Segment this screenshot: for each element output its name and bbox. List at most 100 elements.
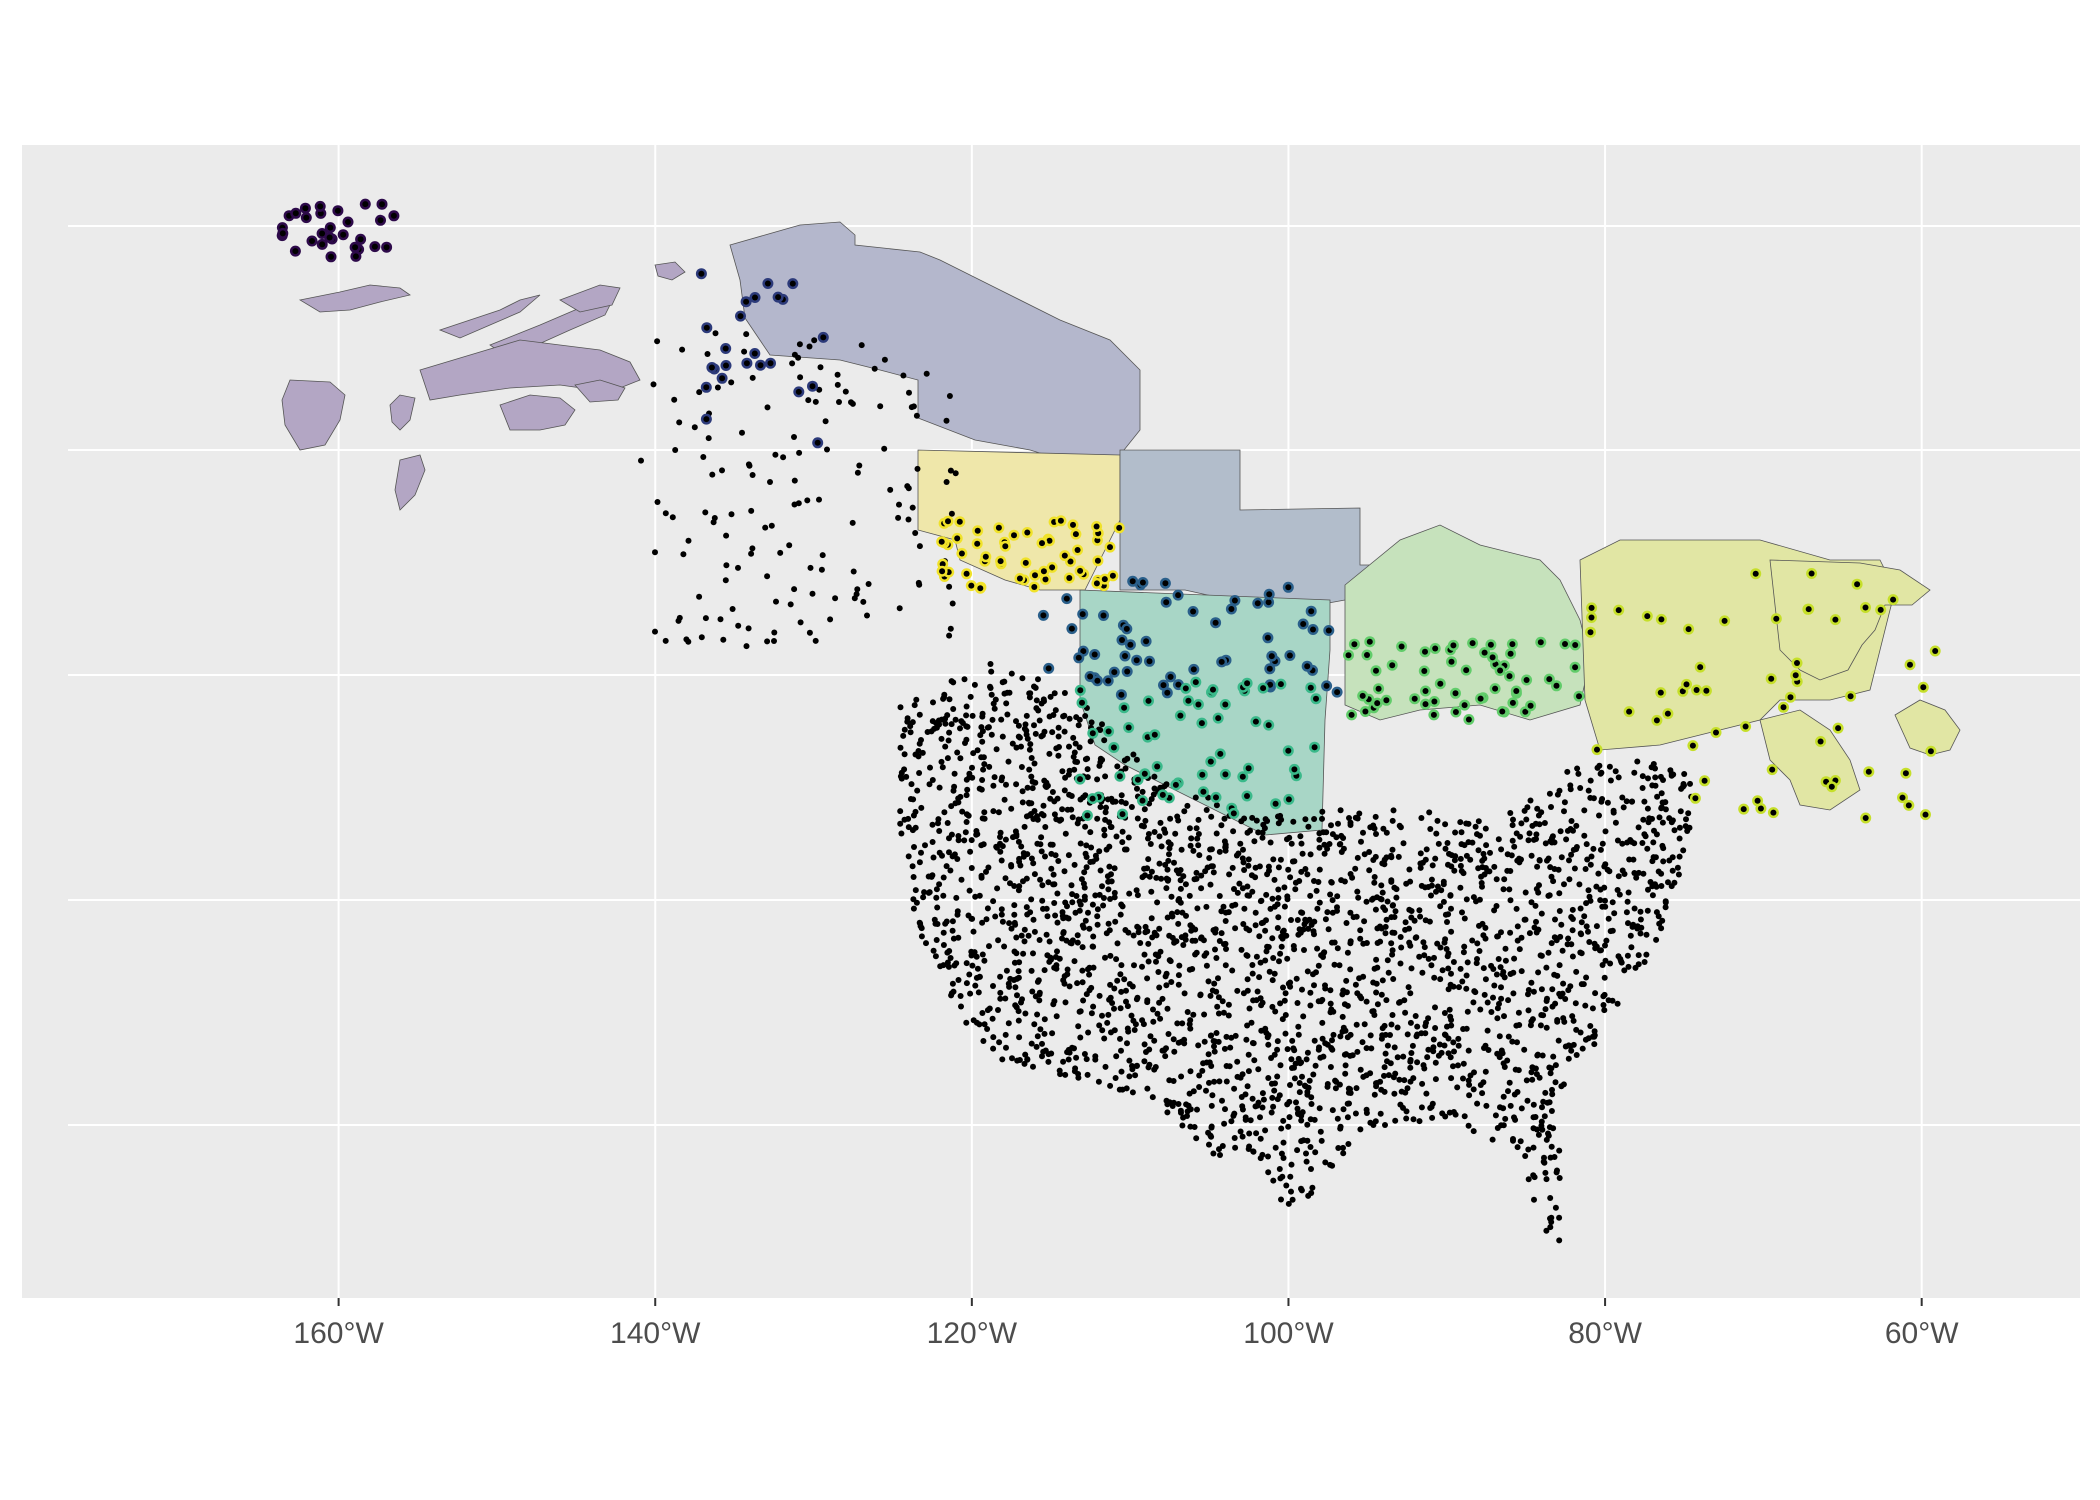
station-point bbox=[1336, 962, 1343, 969]
station-point bbox=[918, 849, 924, 856]
station-point bbox=[1521, 1046, 1528, 1053]
station-point bbox=[1465, 1047, 1472, 1054]
station-point bbox=[1390, 976, 1397, 982]
station-point bbox=[849, 400, 856, 407]
station-point bbox=[1039, 882, 1046, 889]
station-point bbox=[1223, 946, 1229, 952]
station-point bbox=[1331, 961, 1338, 968]
station-point bbox=[1324, 909, 1331, 916]
station-point bbox=[1615, 607, 1622, 614]
station-point bbox=[1190, 666, 1197, 673]
station-point bbox=[1070, 734, 1077, 741]
station-point bbox=[1265, 1153, 1271, 1160]
station-point bbox=[1445, 986, 1452, 993]
region-alaska-island bbox=[438, 294, 541, 339]
station-point bbox=[1353, 1085, 1360, 1092]
station-point bbox=[1015, 722, 1022, 729]
station-point bbox=[939, 568, 946, 575]
station-point bbox=[958, 550, 965, 557]
station-point bbox=[748, 507, 755, 514]
station-point bbox=[1637, 930, 1644, 937]
station-point bbox=[1240, 859, 1247, 866]
station-point bbox=[1040, 612, 1047, 619]
station-point bbox=[978, 754, 985, 761]
station-point bbox=[1476, 922, 1482, 929]
station-point bbox=[1177, 1107, 1184, 1114]
station-point bbox=[723, 562, 730, 569]
station-point bbox=[1434, 940, 1441, 947]
station-point bbox=[1549, 986, 1556, 993]
station-point bbox=[1139, 797, 1146, 804]
station-point bbox=[958, 1003, 964, 1010]
station-point bbox=[849, 519, 856, 526]
station-point bbox=[1046, 938, 1053, 945]
station-point bbox=[896, 605, 903, 612]
station-point bbox=[1152, 1064, 1159, 1070]
station-point bbox=[1473, 960, 1480, 967]
station-point bbox=[912, 887, 919, 894]
station-point bbox=[916, 770, 923, 776]
station-point bbox=[1003, 781, 1009, 788]
station-point bbox=[735, 622, 742, 629]
station-point bbox=[1316, 899, 1323, 906]
station-point bbox=[1569, 1013, 1576, 1020]
station-point bbox=[1656, 814, 1663, 821]
station-point bbox=[806, 629, 813, 636]
station-point bbox=[1036, 937, 1043, 943]
station-point bbox=[1527, 702, 1534, 709]
station-point bbox=[1194, 835, 1201, 842]
station-point bbox=[1532, 1114, 1539, 1120]
station-point bbox=[1208, 846, 1215, 853]
station-point bbox=[1114, 977, 1121, 984]
station-point bbox=[1186, 825, 1193, 832]
station-point bbox=[1260, 919, 1267, 926]
station-point bbox=[1148, 915, 1155, 922]
station-point bbox=[1400, 840, 1407, 847]
station-point bbox=[1464, 1008, 1471, 1015]
station-point bbox=[832, 595, 839, 602]
station-point bbox=[1222, 844, 1229, 851]
station-point bbox=[1025, 799, 1032, 806]
station-point bbox=[1435, 1052, 1442, 1059]
station-point bbox=[1740, 806, 1747, 813]
station-point bbox=[1223, 1078, 1230, 1085]
station-point bbox=[1865, 768, 1872, 775]
station-point bbox=[1056, 1067, 1063, 1074]
station-point bbox=[1246, 1130, 1253, 1137]
station-point bbox=[1545, 949, 1552, 956]
station-point bbox=[1480, 1079, 1487, 1086]
station-point bbox=[1018, 764, 1025, 770]
station-point bbox=[958, 876, 965, 883]
station-point bbox=[1079, 699, 1085, 706]
station-point bbox=[745, 625, 752, 632]
station-point bbox=[1568, 851, 1575, 858]
station-point bbox=[1061, 552, 1068, 559]
station-point bbox=[702, 615, 709, 622]
station-point bbox=[1232, 925, 1239, 932]
station-point bbox=[1533, 929, 1540, 936]
station-point bbox=[1432, 855, 1439, 862]
station-point bbox=[818, 566, 825, 573]
station-point bbox=[1089, 795, 1096, 802]
station-point bbox=[1013, 781, 1020, 788]
station-point bbox=[1358, 995, 1365, 1002]
station-point bbox=[1497, 964, 1504, 971]
station-point bbox=[1121, 757, 1128, 764]
station-point bbox=[1328, 879, 1335, 885]
station-point bbox=[1100, 612, 1107, 619]
station-point bbox=[1488, 1009, 1495, 1015]
station-point bbox=[1594, 764, 1601, 771]
station-point bbox=[1175, 981, 1182, 988]
station-point bbox=[1105, 920, 1112, 927]
station-point bbox=[1430, 1048, 1437, 1055]
station-point bbox=[995, 1007, 1001, 1013]
station-point bbox=[1207, 758, 1214, 765]
station-point bbox=[1287, 1173, 1294, 1180]
station-point bbox=[1249, 888, 1256, 895]
station-point bbox=[1624, 839, 1631, 846]
station-point bbox=[1540, 1158, 1547, 1165]
station-point bbox=[1643, 931, 1650, 938]
station-point bbox=[1527, 797, 1534, 804]
station-point bbox=[1417, 864, 1424, 871]
station-point bbox=[1065, 852, 1072, 859]
